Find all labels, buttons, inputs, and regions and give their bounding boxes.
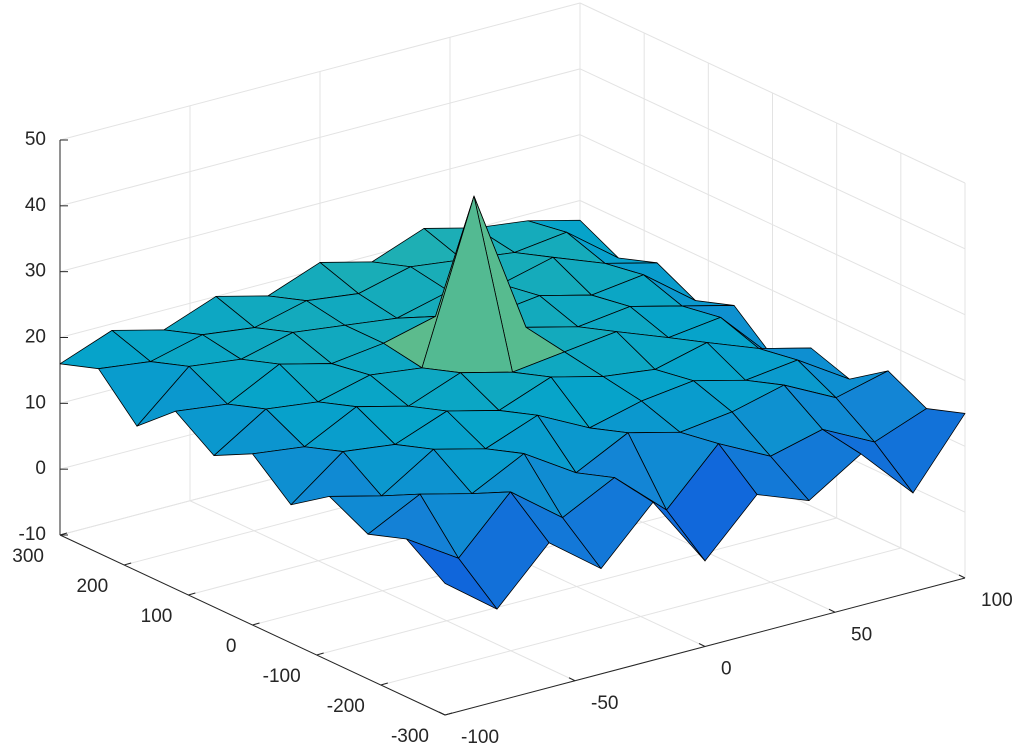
x-tick	[698, 643, 706, 647]
z-tick-label: -10	[19, 524, 46, 545]
x-tick-label: -100	[461, 727, 499, 748]
surface-patch	[406, 538, 498, 610]
z-tick-label: 30	[25, 261, 46, 282]
x-tick-label: 0	[721, 659, 732, 680]
y-tick	[316, 652, 324, 656]
z-tick-label: 10	[25, 392, 46, 413]
y-tick	[380, 682, 388, 686]
y-tick	[252, 622, 260, 626]
y-tick-label: 200	[76, 576, 108, 597]
x-tick-label: 100	[981, 590, 1013, 611]
x-tick	[438, 711, 446, 716]
y-tick-label: 300	[12, 546, 44, 567]
z-tick-label: 0	[35, 458, 46, 479]
x-tick-label: 50	[851, 624, 872, 645]
x-tick	[958, 574, 966, 579]
grid-line	[380, 547, 901, 686]
y-tick	[59, 532, 68, 536]
x-tick	[828, 608, 836, 613]
z-tick-label: 20	[25, 327, 46, 348]
z-tick-label: 40	[25, 195, 46, 216]
y-tick-label: 100	[141, 606, 173, 627]
z-tick-label: 50	[25, 129, 46, 150]
y-tick	[124, 562, 132, 566]
y-tick-label: -200	[327, 696, 365, 717]
y-tick	[444, 712, 453, 716]
x-tick	[568, 677, 576, 682]
x-tick-label: -50	[591, 693, 618, 714]
grid-line	[316, 517, 837, 656]
y-tick	[188, 592, 196, 596]
y-tick-label: -100	[263, 666, 301, 687]
y-tick-label: 0	[226, 636, 237, 657]
y-tick-label: -300	[391, 726, 429, 747]
